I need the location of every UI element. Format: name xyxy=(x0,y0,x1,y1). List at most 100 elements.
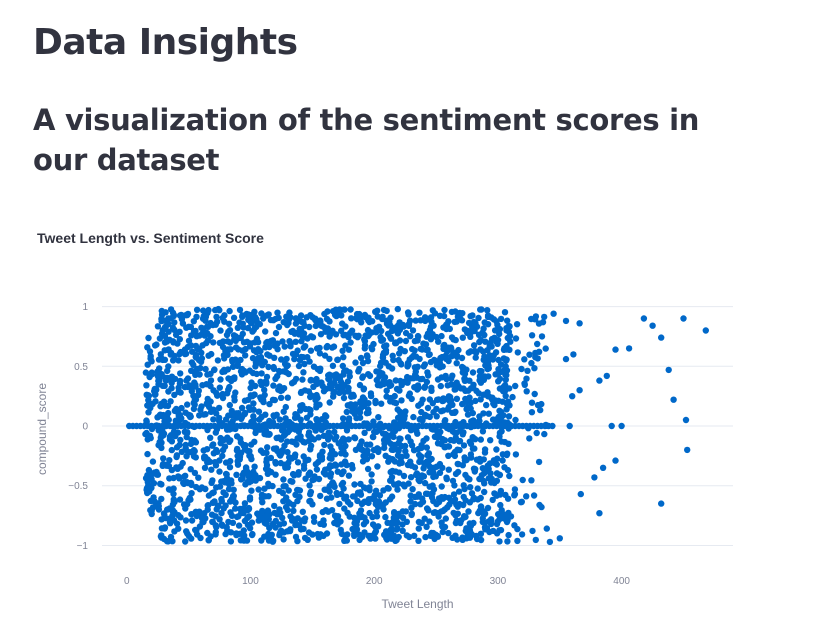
data-point[interactable] xyxy=(481,319,488,326)
data-point[interactable] xyxy=(449,409,456,416)
data-point[interactable] xyxy=(176,312,184,319)
data-point[interactable] xyxy=(357,507,365,514)
data-point[interactable] xyxy=(362,518,370,525)
data-point[interactable] xyxy=(462,497,469,504)
data-point[interactable] xyxy=(528,409,536,416)
data-point[interactable] xyxy=(665,366,672,374)
data-point[interactable] xyxy=(342,323,349,330)
data-point[interactable] xyxy=(480,477,487,485)
data-point[interactable] xyxy=(191,368,198,375)
data-point[interactable] xyxy=(248,311,256,319)
data-point[interactable] xyxy=(478,472,485,479)
data-point[interactable] xyxy=(412,368,419,375)
data-point[interactable] xyxy=(489,394,496,401)
data-point[interactable] xyxy=(421,314,429,321)
data-point[interactable] xyxy=(183,528,190,535)
data-point[interactable] xyxy=(518,531,526,538)
data-point[interactable] xyxy=(153,341,160,348)
data-point[interactable] xyxy=(201,464,209,471)
data-point[interactable] xyxy=(355,531,363,538)
data-point[interactable] xyxy=(480,456,487,463)
data-point[interactable] xyxy=(190,318,197,325)
data-point[interactable] xyxy=(549,422,556,430)
data-point[interactable] xyxy=(391,509,398,516)
data-point[interactable] xyxy=(455,488,463,495)
data-point[interactable] xyxy=(391,481,398,488)
data-point[interactable] xyxy=(402,442,409,450)
data-point[interactable] xyxy=(231,393,238,400)
data-point[interactable] xyxy=(392,399,400,407)
data-point[interactable] xyxy=(466,476,473,483)
data-point[interactable] xyxy=(278,356,285,363)
data-point[interactable] xyxy=(490,316,498,323)
data-point[interactable] xyxy=(438,483,445,490)
data-point[interactable] xyxy=(187,342,195,349)
data-point[interactable] xyxy=(294,459,302,466)
data-point[interactable] xyxy=(537,406,544,414)
data-point[interactable] xyxy=(260,315,267,322)
data-point[interactable] xyxy=(576,387,583,394)
data-point[interactable] xyxy=(411,347,418,354)
data-point[interactable] xyxy=(489,496,496,504)
data-point[interactable] xyxy=(396,337,404,344)
data-point[interactable] xyxy=(367,390,375,397)
data-point[interactable] xyxy=(283,494,290,501)
data-point[interactable] xyxy=(397,377,404,385)
data-point[interactable] xyxy=(312,322,319,330)
data-point[interactable] xyxy=(439,528,446,536)
data-point[interactable] xyxy=(428,494,436,501)
data-point[interactable] xyxy=(505,323,512,330)
data-point[interactable] xyxy=(421,361,429,368)
data-point[interactable] xyxy=(178,404,185,412)
data-point[interactable] xyxy=(224,434,231,441)
data-point[interactable] xyxy=(443,321,450,329)
data-point[interactable] xyxy=(205,537,212,544)
data-point[interactable] xyxy=(145,334,152,342)
data-point[interactable] xyxy=(213,389,220,397)
data-point[interactable] xyxy=(340,354,347,361)
data-point[interactable] xyxy=(160,510,168,517)
data-point[interactable] xyxy=(409,486,416,493)
data-point[interactable] xyxy=(230,314,238,321)
data-point[interactable] xyxy=(487,339,494,346)
data-point[interactable] xyxy=(484,504,492,512)
data-point[interactable] xyxy=(153,386,160,393)
data-point[interactable] xyxy=(432,473,439,480)
data-point[interactable] xyxy=(217,376,224,383)
data-point[interactable] xyxy=(275,323,283,331)
data-point[interactable] xyxy=(521,356,528,363)
data-point[interactable] xyxy=(222,470,230,478)
data-point[interactable] xyxy=(184,401,191,408)
data-point[interactable] xyxy=(457,385,465,392)
data-point[interactable] xyxy=(156,412,163,419)
data-point[interactable] xyxy=(359,359,367,367)
data-point[interactable] xyxy=(300,525,307,533)
data-point[interactable] xyxy=(261,386,268,394)
data-point[interactable] xyxy=(384,519,391,526)
data-point[interactable] xyxy=(417,501,424,508)
data-points[interactable] xyxy=(126,305,709,546)
data-point[interactable] xyxy=(255,486,262,493)
data-point[interactable] xyxy=(294,412,301,420)
data-point[interactable] xyxy=(450,491,458,498)
data-point[interactable] xyxy=(257,447,265,454)
data-point[interactable] xyxy=(240,537,248,544)
data-point[interactable] xyxy=(432,533,440,540)
data-point[interactable] xyxy=(233,531,240,539)
data-point[interactable] xyxy=(526,351,533,358)
data-point[interactable] xyxy=(322,412,329,419)
data-point[interactable] xyxy=(236,505,244,513)
data-point[interactable] xyxy=(142,369,150,376)
data-point[interactable] xyxy=(394,519,401,526)
data-point[interactable] xyxy=(392,340,399,347)
data-point[interactable] xyxy=(464,411,472,418)
data-point[interactable] xyxy=(154,471,162,478)
data-point[interactable] xyxy=(459,400,466,408)
data-point[interactable] xyxy=(364,447,371,454)
data-point[interactable] xyxy=(404,373,411,381)
data-point[interactable] xyxy=(242,465,250,472)
data-point[interactable] xyxy=(421,384,428,391)
data-point[interactable] xyxy=(433,396,441,403)
data-point[interactable] xyxy=(253,348,260,356)
data-point[interactable] xyxy=(173,453,180,461)
